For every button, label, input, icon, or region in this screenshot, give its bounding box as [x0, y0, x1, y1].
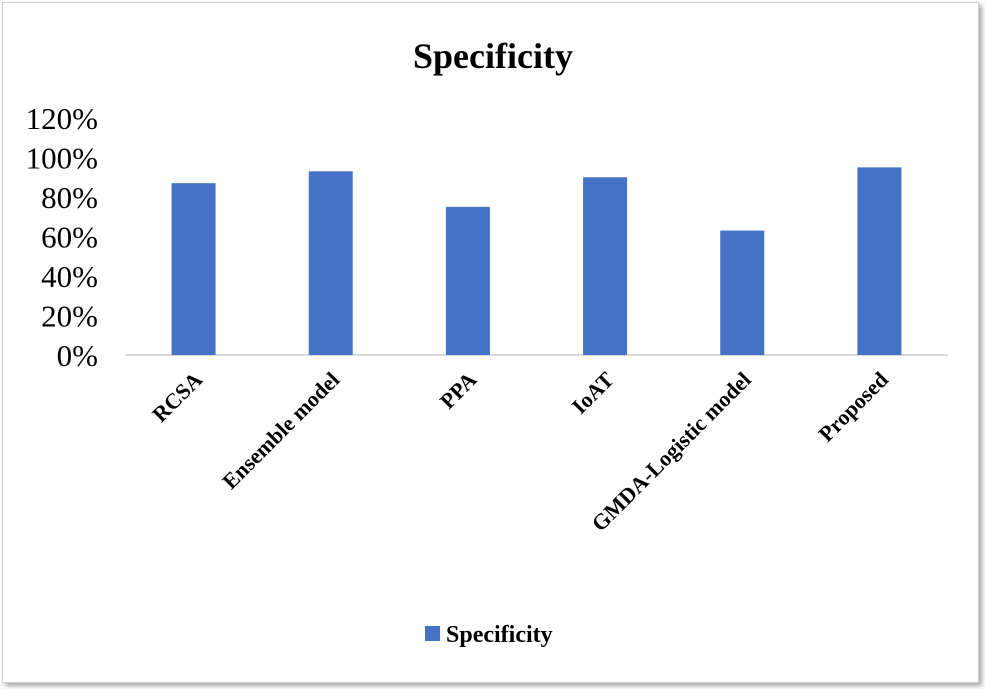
- y-tick-label: 80%: [41, 180, 98, 215]
- x-tick-label: IoAT: [567, 367, 619, 419]
- bar: [857, 167, 902, 355]
- bar: [445, 206, 490, 355]
- x-tick-label: Ensemble model: [217, 367, 344, 494]
- y-tick-label: 0%: [57, 338, 98, 373]
- x-tick-label: RCSA: [147, 367, 207, 427]
- y-tick-label: 20%: [41, 299, 98, 334]
- x-tick-label: Proposed: [813, 367, 893, 447]
- y-tick-label: 100%: [26, 141, 98, 176]
- bar: [720, 230, 765, 355]
- y-tick-label: 120%: [26, 101, 98, 136]
- legend-swatch: [425, 626, 440, 641]
- x-tick-label: PPA: [435, 367, 482, 414]
- bar: [171, 183, 216, 355]
- legend-label: Specificity: [446, 622, 553, 648]
- bar: [308, 171, 353, 355]
- y-tick-label: 40%: [41, 259, 98, 294]
- bars-group: [171, 167, 902, 355]
- bar: [583, 177, 628, 355]
- x-tick-label: GMDA-Logistic model: [586, 367, 755, 536]
- y-axis-ticks: 0% 20% 40% 60% 80% 100% 120%: [26, 101, 98, 373]
- y-tick-label: 60%: [41, 220, 98, 255]
- chart-title: Specificity: [413, 36, 573, 76]
- legend: Specificity: [425, 622, 553, 648]
